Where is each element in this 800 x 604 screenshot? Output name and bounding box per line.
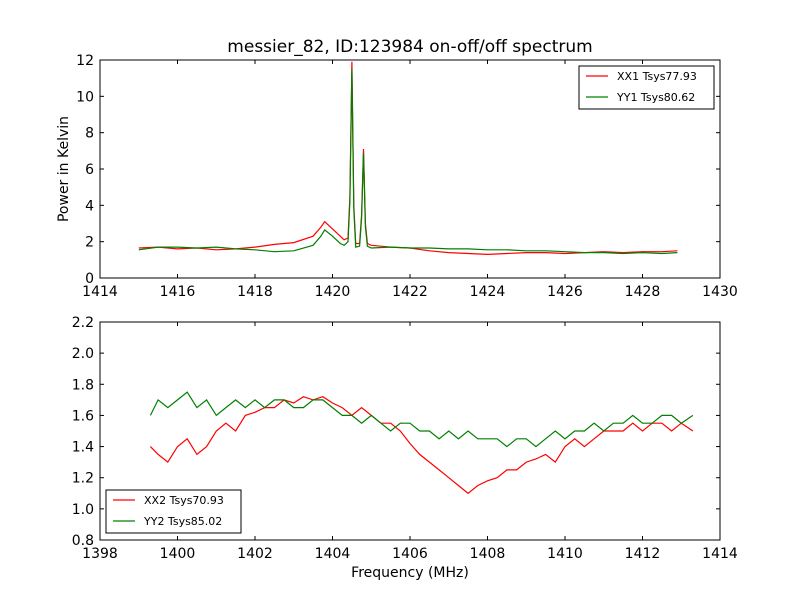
bottom-y-tick-label: 2.2	[72, 315, 94, 331]
top-spectrum-panel: messier_82, ID:123984 on-off/off spectru…	[56, 37, 738, 300]
bottom-x-tick-label: 1412	[625, 546, 661, 562]
bottom-x-tick-label: 1400	[160, 546, 196, 562]
top-y-tick-label: 4	[85, 198, 94, 214]
top-series-line-2	[138, 69, 678, 255]
top-x-tick-label: 1428	[625, 284, 661, 300]
bottom-y-tick-label: 1.0	[72, 502, 94, 518]
top-x-tick-label: 1422	[392, 284, 428, 300]
top-x-tick-label: 1424	[470, 284, 506, 300]
bottom-series-line-1	[149, 396, 694, 495]
bottom-y-tick-label: 1.6	[72, 408, 94, 424]
legend-label-xx2: XX2 Tsys70.93	[144, 494, 224, 507]
legend-label-yy2: YY2 Tsys85.02	[143, 515, 222, 528]
bottom-x-tick-label: 1404	[315, 546, 351, 562]
top-y-tick-label: 6	[85, 162, 94, 178]
top-y-tick-label: 2	[85, 235, 94, 251]
bottom-series-line-2	[149, 391, 694, 448]
legend-label-yy1: YY1 Tsys80.62	[616, 91, 695, 104]
bottom-spectrum-panel: Frequency (MHz) 1398 1400 1402 1404 1406 1408…	[72, 315, 738, 581]
top-y-tick-label: 12	[76, 53, 94, 69]
top-x-tick-label: 1416	[160, 284, 196, 300]
top-plot-area: 1414 1416 1418 1420 1422 1424 1426 1428 1430 0 2 4 6…	[76, 53, 738, 300]
bottom-plot-area: 1398 1400 1402 1404 1406 1408 1410 1412 1414 0.8 1…	[72, 315, 738, 562]
bottom-x-tick-label: 1414	[702, 546, 738, 562]
top-x-tick-label: 1414	[82, 284, 118, 300]
bottom-x-tick-label: 1402	[237, 546, 273, 562]
top-y-tick-label: 0	[85, 271, 94, 287]
top-x-tick-label: 1418	[237, 284, 273, 300]
top-y-tick-label: 8	[85, 126, 94, 142]
bottom-x-axis-label: Frequency (MHz)	[351, 565, 469, 581]
bottom-legend-box	[105, 489, 242, 534]
bottom-x-tick-label: 1410	[547, 546, 583, 562]
top-legend-box	[578, 65, 715, 110]
bottom-y-tick-label: 1.2	[72, 471, 94, 487]
top-legend: XX1 Tsys77.93 YY1 Tsys80.62	[578, 65, 715, 110]
bottom-legend: XX2 Tsys70.93 YY2 Tsys85.02	[105, 489, 242, 534]
top-y-tick-label: 10	[76, 89, 94, 105]
bottom-y-tick-label: 0.8	[72, 533, 94, 549]
bottom-y-tick-label: 2.0	[72, 346, 94, 362]
bottom-x-tick-label: 1406	[392, 546, 428, 562]
legend-label-xx1: XX1 Tsys77.93	[617, 70, 697, 83]
bottom-y-tick-label: 1.4	[72, 440, 94, 456]
top-x-tick-label: 1420	[315, 284, 351, 300]
bottom-x-tick-label: 1398	[82, 546, 118, 562]
bottom-x-tick-label: 1408	[470, 546, 506, 562]
top-chart-title: messier_82, ID:123984 on-off/off spectru…	[227, 37, 592, 57]
bottom-y-tick-label: 1.8	[72, 377, 94, 393]
top-x-tick-label: 1430	[702, 284, 738, 300]
top-y-axis-label: Power in Kelvin	[56, 116, 72, 222]
top-x-tick-label: 1426	[547, 284, 583, 300]
